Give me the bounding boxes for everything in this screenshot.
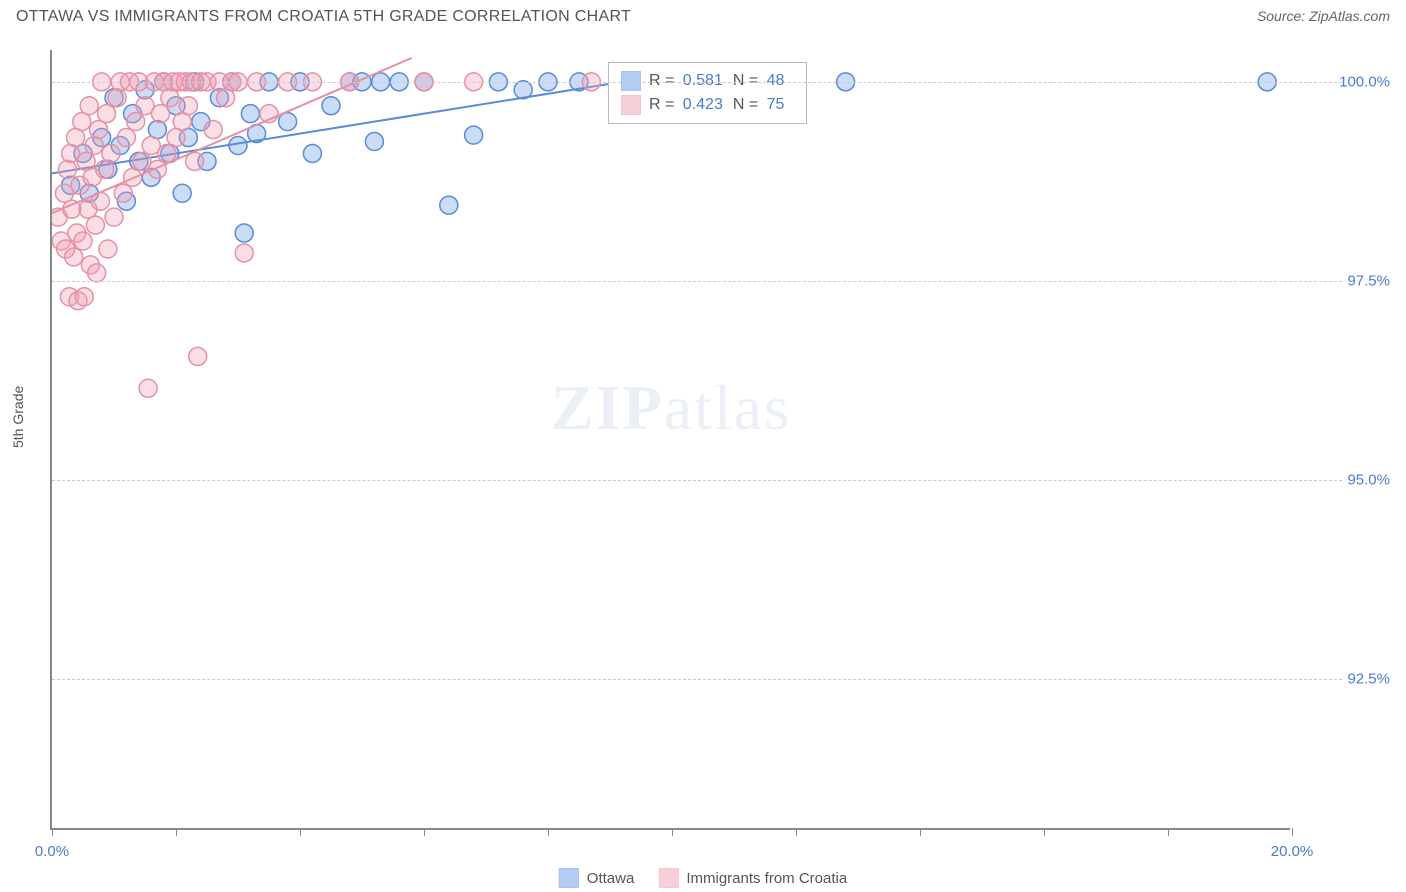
y-axis-label: 5th Grade [10, 386, 26, 448]
scatter-point [303, 144, 321, 162]
legend-label: Immigrants from Croatia [686, 870, 847, 887]
scatter-point [152, 105, 170, 123]
x-tick [1168, 828, 1169, 836]
legend-stats: R = 0.423N = 75 [649, 96, 794, 114]
scatter-svg [52, 50, 1292, 830]
x-tick-label: 0.0% [35, 843, 69, 860]
y-tick-label: 95.0% [1300, 471, 1390, 488]
x-tick [1292, 828, 1293, 836]
x-tick [52, 828, 53, 836]
scatter-point [74, 232, 92, 250]
scatter-point [179, 97, 197, 115]
scatter-point [90, 121, 108, 139]
scatter-point [114, 184, 132, 202]
x-tick [300, 828, 301, 836]
y-tick-label: 100.0% [1300, 73, 1390, 90]
scatter-point [465, 126, 483, 144]
source-label: Source: ZipAtlas.com [1257, 8, 1390, 24]
scatter-point [241, 105, 259, 123]
scatter-point [75, 288, 93, 306]
legend-item: Immigrants from Croatia [658, 868, 847, 888]
scatter-point [127, 113, 145, 131]
x-tick-label: 20.0% [1271, 843, 1314, 860]
x-tick [176, 828, 177, 836]
gridline-h [52, 480, 1342, 481]
y-tick-label: 97.5% [1300, 272, 1390, 289]
scatter-point [102, 144, 120, 162]
scatter-point [117, 129, 135, 147]
scatter-point [98, 105, 116, 123]
scatter-point [189, 347, 207, 365]
scatter-point [173, 184, 191, 202]
x-tick [672, 828, 673, 836]
legend-label: Ottawa [587, 870, 635, 887]
gridline-h [52, 82, 1342, 83]
scatter-point [235, 224, 253, 242]
scatter-point [322, 97, 340, 115]
scatter-point [158, 144, 176, 162]
scatter-point [80, 97, 98, 115]
scatter-point [88, 264, 106, 282]
x-tick [796, 828, 797, 836]
scatter-point [108, 89, 126, 107]
legend-item: Ottawa [559, 868, 635, 888]
scatter-point [235, 244, 253, 262]
scatter-point [440, 196, 458, 214]
chart-area: ZIPatlas R = 0.581N = 48R = 0.423N = 75 … [50, 50, 1390, 830]
gridline-h [52, 679, 1342, 680]
scatter-point [85, 137, 103, 155]
scatter-point [365, 133, 383, 151]
scatter-point [161, 89, 179, 107]
scatter-point [99, 240, 117, 258]
correlation-legend: R = 0.581N = 48R = 0.423N = 75 [608, 62, 807, 124]
series-legend: Ottawa Immigrants from Croatia [559, 868, 847, 888]
legend-swatch [621, 95, 641, 115]
scatter-point [105, 208, 123, 226]
legend-swatch [658, 868, 678, 888]
x-tick [920, 828, 921, 836]
y-tick-label: 92.5% [1300, 670, 1390, 687]
plot-region: ZIPatlas R = 0.581N = 48R = 0.423N = 75 … [50, 50, 1290, 830]
scatter-point [279, 113, 297, 131]
scatter-point [139, 379, 157, 397]
x-tick [548, 828, 549, 836]
legend-row: R = 0.423N = 75 [621, 93, 794, 117]
scatter-point [204, 121, 222, 139]
gridline-h [52, 281, 1342, 282]
legend-swatch [559, 868, 579, 888]
scatter-point [59, 160, 77, 178]
x-tick [1044, 828, 1045, 836]
chart-title: OTTAWA VS IMMIGRANTS FROM CROATIA 5TH GR… [16, 8, 631, 26]
x-tick [424, 828, 425, 836]
scatter-point [65, 248, 83, 266]
scatter-point [86, 216, 104, 234]
